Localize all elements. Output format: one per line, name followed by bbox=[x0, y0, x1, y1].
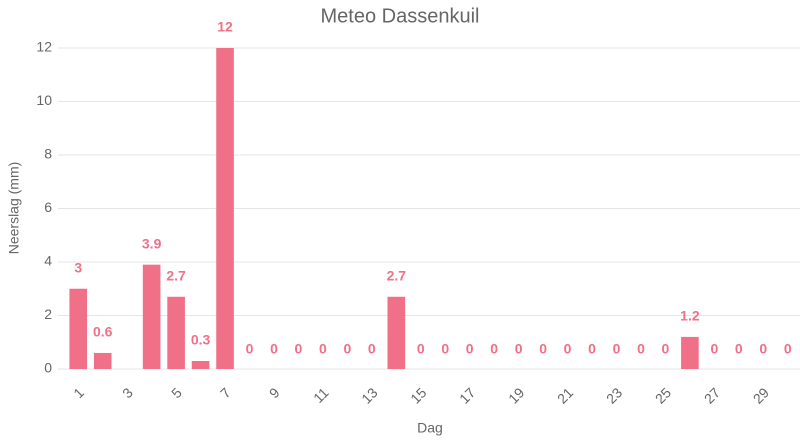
y-tick-label: 8 bbox=[44, 146, 52, 162]
x-tick-label: 23 bbox=[603, 384, 625, 406]
x-tick-label: 1 bbox=[70, 384, 87, 401]
y-tick-label: 0 bbox=[44, 360, 52, 376]
value-label: 0 bbox=[588, 341, 596, 357]
value-label: 12 bbox=[217, 19, 233, 35]
value-label: 0 bbox=[539, 341, 547, 357]
value-label: 0 bbox=[343, 341, 351, 357]
y-tick-label: 6 bbox=[44, 199, 52, 215]
value-label: 0 bbox=[564, 341, 572, 357]
x-tick-label: 25 bbox=[652, 384, 674, 406]
x-tick-label: 7 bbox=[217, 384, 234, 401]
y-tick-label: 2 bbox=[44, 306, 52, 322]
x-tick-label: 17 bbox=[456, 384, 478, 406]
x-tick-label: 11 bbox=[310, 384, 332, 406]
value-label: 0 bbox=[466, 341, 474, 357]
x-tick-label: 5 bbox=[168, 384, 185, 401]
value-label: 0 bbox=[295, 341, 303, 357]
x-tick-label: 21 bbox=[554, 384, 576, 406]
value-label: 0 bbox=[246, 341, 254, 357]
value-label: 0 bbox=[319, 341, 327, 357]
x-tick-label: 29 bbox=[750, 384, 772, 406]
value-label: 0 bbox=[784, 341, 792, 357]
value-label: 0 bbox=[515, 341, 523, 357]
value-label: 1.2 bbox=[680, 308, 700, 324]
value-label: 0 bbox=[637, 341, 645, 357]
y-tick-label: 4 bbox=[44, 253, 52, 269]
value-label: 0 bbox=[417, 341, 425, 357]
value-label: 0.3 bbox=[191, 332, 211, 348]
value-label: 0 bbox=[735, 341, 743, 357]
bar bbox=[167, 296, 185, 369]
value-label: 2.7 bbox=[387, 267, 407, 283]
bar bbox=[142, 264, 161, 369]
chart-title: Meteo Dassenkuil bbox=[321, 5, 480, 27]
bar bbox=[69, 288, 88, 369]
value-label: 0 bbox=[662, 341, 670, 357]
x-tick-label: 15 bbox=[407, 384, 429, 406]
bar bbox=[387, 296, 406, 369]
value-label: 0 bbox=[759, 341, 767, 357]
value-label: 2.7 bbox=[166, 267, 186, 283]
value-label: 0.6 bbox=[93, 324, 113, 340]
value-label: 0 bbox=[490, 341, 498, 357]
x-axis-label: Dag bbox=[417, 420, 443, 436]
bar bbox=[93, 352, 112, 369]
value-label: 3.9 bbox=[142, 235, 162, 251]
x-tick-label: 9 bbox=[266, 384, 283, 401]
value-label: 0 bbox=[710, 341, 718, 357]
x-tick-label: 13 bbox=[358, 384, 380, 406]
x-tick-label: 19 bbox=[505, 384, 527, 406]
value-label: 0 bbox=[270, 341, 278, 357]
value-label: 0 bbox=[368, 341, 376, 357]
bar bbox=[216, 48, 234, 369]
value-label: 0 bbox=[613, 341, 621, 357]
x-tick-label: 27 bbox=[701, 384, 723, 406]
x-tick-label: 3 bbox=[119, 384, 136, 401]
y-tick-label: 10 bbox=[36, 92, 52, 108]
y-tick-label: 12 bbox=[36, 39, 52, 55]
y-axis-label: Neerslag (mm) bbox=[6, 162, 22, 255]
bar bbox=[681, 336, 699, 369]
value-label: 3 bbox=[74, 259, 82, 275]
bar bbox=[191, 360, 210, 369]
value-label: 0 bbox=[441, 341, 449, 357]
